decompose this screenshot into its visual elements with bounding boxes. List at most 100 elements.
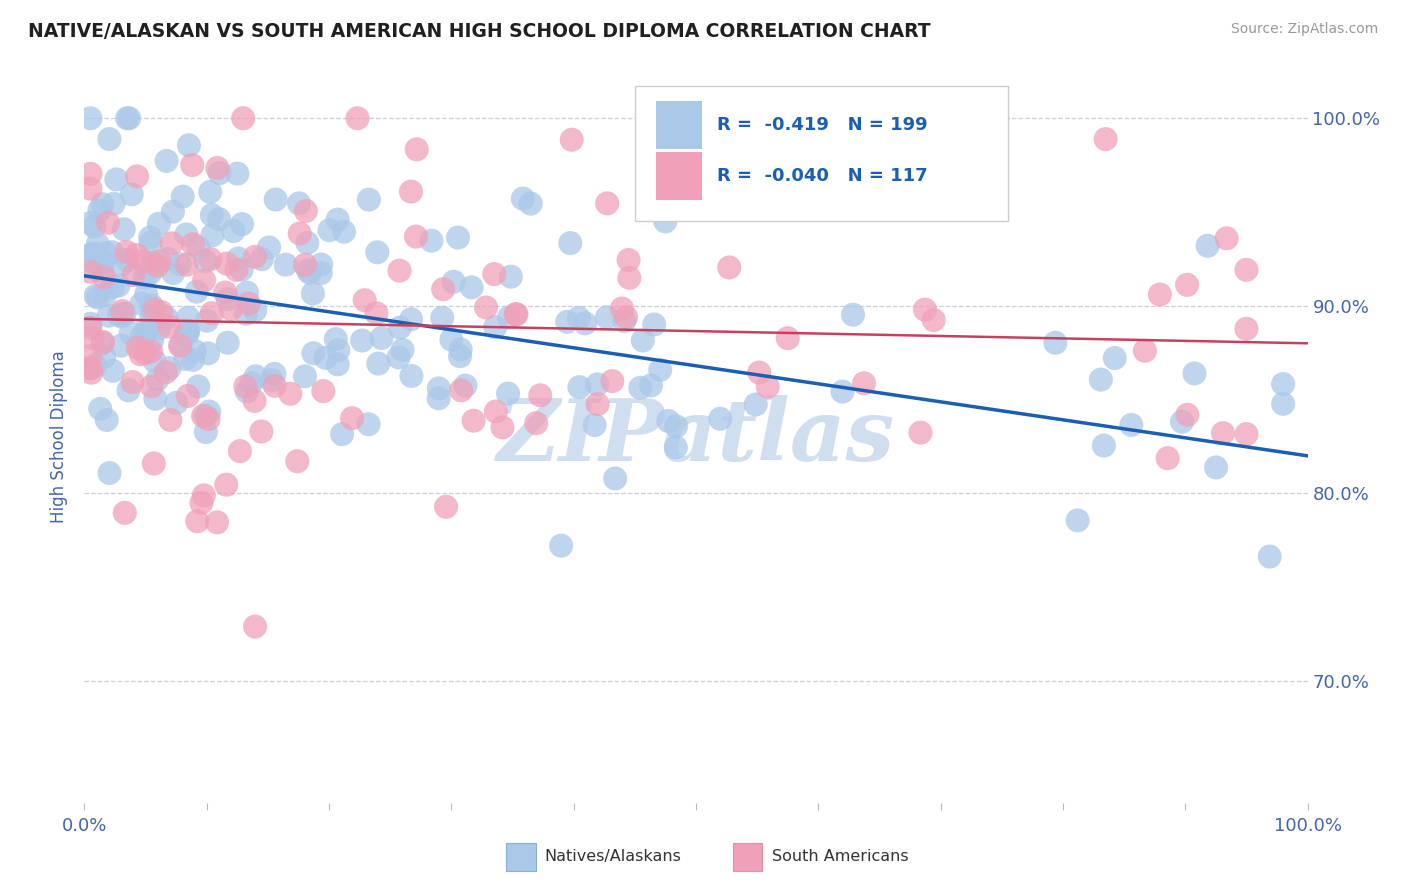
Point <box>617 252 640 267</box>
Point <box>238 296 260 310</box>
Point <box>640 378 662 392</box>
Point <box>139 266 162 280</box>
Point <box>312 384 335 398</box>
Point <box>195 314 218 328</box>
Text: R =  -0.419   N = 199: R = -0.419 N = 199 <box>717 116 928 134</box>
Point <box>1171 415 1194 429</box>
Point <box>91 336 114 351</box>
Point <box>114 506 136 520</box>
Point <box>298 266 321 280</box>
Point <box>243 250 266 264</box>
Point <box>170 338 193 352</box>
Point <box>105 172 128 186</box>
Point <box>1133 343 1156 358</box>
Point <box>1156 451 1178 466</box>
Point <box>115 253 138 268</box>
Point <box>619 270 641 285</box>
FancyBboxPatch shape <box>636 86 1008 221</box>
Point <box>215 477 238 491</box>
Point <box>388 263 411 277</box>
Point <box>318 223 340 237</box>
Point <box>475 301 498 315</box>
Point <box>141 298 163 312</box>
Point <box>326 212 349 227</box>
Point <box>172 189 194 203</box>
Point <box>427 381 450 395</box>
Point <box>718 260 741 275</box>
Point <box>187 379 209 393</box>
Point <box>550 539 572 553</box>
Point <box>121 375 143 389</box>
Point <box>91 334 114 349</box>
Point <box>654 214 676 228</box>
Point <box>101 245 124 260</box>
Point <box>1212 426 1234 441</box>
Point <box>709 411 731 425</box>
Point <box>366 306 388 320</box>
Y-axis label: High School Diploma: High School Diploma <box>51 351 69 524</box>
Point <box>97 309 120 323</box>
Text: Natives/Alaskans: Natives/Alaskans <box>544 849 681 864</box>
Point <box>420 234 443 248</box>
Point <box>110 258 132 272</box>
Point <box>132 254 155 268</box>
Point <box>302 346 325 360</box>
Point <box>79 349 101 363</box>
Point <box>156 252 179 266</box>
Point <box>600 374 623 388</box>
Point <box>208 212 231 227</box>
Point <box>93 270 115 285</box>
Point <box>177 323 200 337</box>
Point <box>83 246 105 260</box>
Point <box>1045 335 1067 350</box>
Point <box>243 619 266 633</box>
Point <box>440 333 463 347</box>
Point <box>142 457 165 471</box>
Point <box>914 302 936 317</box>
Point <box>83 219 105 234</box>
Point <box>357 417 380 432</box>
Point <box>280 386 302 401</box>
Point <box>1175 277 1198 292</box>
Point <box>568 310 591 325</box>
Point <box>143 354 166 368</box>
Point <box>219 301 242 316</box>
Point <box>496 386 519 401</box>
Point <box>177 138 200 153</box>
Point <box>229 444 252 458</box>
Point <box>79 361 101 376</box>
Point <box>333 225 356 239</box>
Point <box>155 365 177 379</box>
Point <box>366 245 388 260</box>
Point <box>264 193 287 207</box>
Point <box>463 414 485 428</box>
Point <box>79 265 101 279</box>
Point <box>484 320 506 334</box>
Point <box>169 339 191 353</box>
Point <box>143 392 166 406</box>
Point <box>93 288 115 302</box>
Point <box>107 278 129 293</box>
Point <box>80 366 103 380</box>
Point <box>141 344 163 359</box>
Point <box>181 237 204 252</box>
Point <box>115 112 138 126</box>
Point <box>226 167 249 181</box>
Point <box>117 384 139 398</box>
Point <box>79 253 101 268</box>
Point <box>98 132 121 146</box>
Point <box>505 307 527 321</box>
Point <box>155 153 177 168</box>
Point <box>205 516 228 530</box>
Point <box>190 496 212 510</box>
Point <box>243 393 266 408</box>
Point <box>370 331 392 345</box>
Point <box>665 419 688 434</box>
Point <box>1205 460 1227 475</box>
Point <box>294 369 316 384</box>
Point <box>93 350 115 364</box>
Point <box>186 285 208 299</box>
Point <box>274 258 297 272</box>
Point <box>350 334 373 348</box>
Point <box>174 351 197 366</box>
